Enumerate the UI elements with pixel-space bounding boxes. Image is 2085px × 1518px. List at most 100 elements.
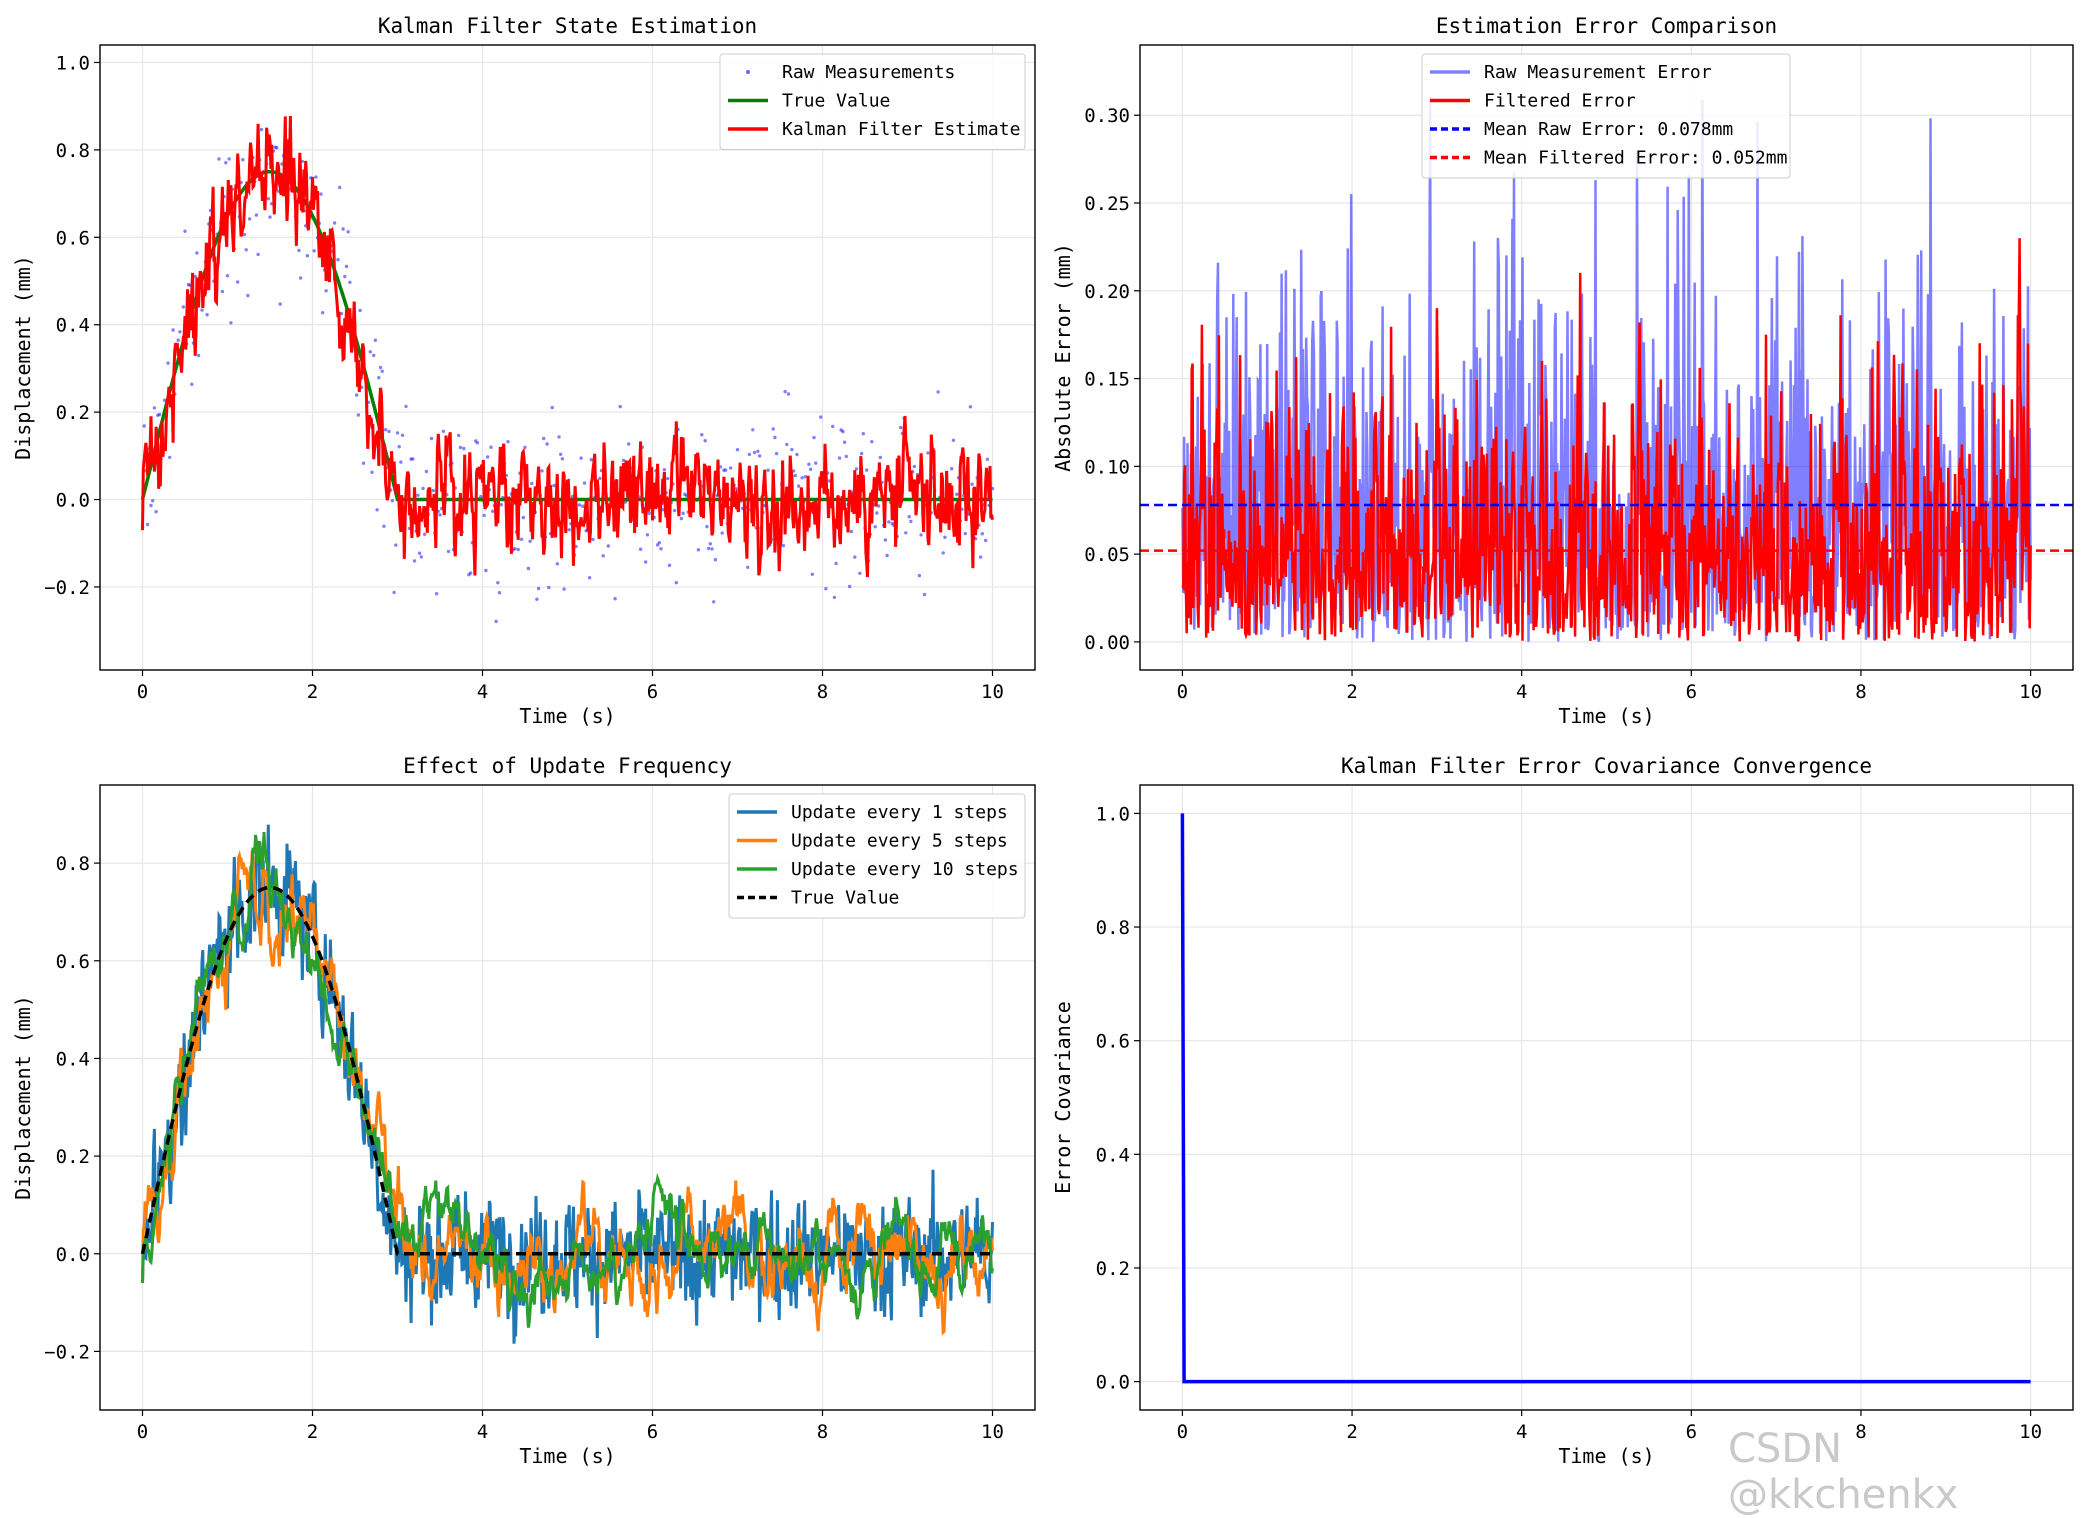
y-tick-label: 0.6 — [56, 951, 90, 973]
legend-label: Raw Measurements — [782, 62, 955, 83]
raw-measurement-point — [195, 251, 199, 255]
axes-frame — [1139, 44, 2074, 671]
raw-measurement-point — [462, 446, 466, 451]
x-tick-label: 2 — [307, 681, 318, 703]
raw-measurement-point — [400, 433, 405, 437]
raw-measurement-point — [368, 350, 372, 354]
raw-measurement-point — [853, 555, 857, 559]
raw-measurement-point — [176, 338, 180, 342]
raw-measurement-point — [746, 565, 750, 569]
raw-measurement-point — [411, 457, 415, 461]
raw-measurement-point — [361, 461, 366, 465]
raw-measurement-point — [458, 445, 463, 450]
raw-measurement-point — [424, 469, 429, 474]
raw-measurement-point — [375, 508, 379, 512]
y-tick-label: 0.6 — [56, 227, 90, 249]
raw-measurement-point — [562, 587, 566, 591]
raw-measurement-point — [499, 503, 503, 507]
x-tick-label: 4 — [1516, 681, 1527, 703]
raw-measurement-point — [419, 555, 423, 559]
raw-measurement-point — [790, 447, 794, 452]
x-tick-label: 10 — [981, 1421, 1004, 1443]
plot-area — [140, 115, 995, 624]
x-axis-label: Time (s) — [1558, 704, 1654, 728]
y-tick-label: 0.8 — [56, 853, 90, 875]
raw-measurement-point — [657, 541, 661, 545]
raw-measurement-point — [224, 161, 228, 165]
raw-measurement-point — [421, 486, 425, 491]
y-axis-label: Error Covariance — [1051, 1001, 1075, 1194]
raw-measurement-point — [392, 590, 396, 595]
raw-measurement-point — [431, 488, 435, 493]
raw-measurement-point — [706, 546, 711, 551]
raw-measurement-point — [468, 571, 473, 575]
raw-measurement-point — [521, 515, 525, 520]
raw-measurement-point — [530, 481, 534, 486]
x-tick-label: 0 — [1177, 1421, 1188, 1443]
raw-measurement-point — [372, 353, 376, 358]
raw-measurement-point — [168, 455, 172, 460]
x-tick-label: 6 — [647, 1421, 658, 1443]
raw-measurement-point — [819, 415, 823, 419]
raw-measurement-point — [875, 511, 879, 515]
raw-measurement-point — [679, 516, 684, 521]
y-axis-label: Displacement (mm) — [11, 255, 35, 460]
raw-measurement-point — [842, 440, 847, 444]
raw-measurement-point — [968, 405, 973, 409]
chart-panel-0: 0 2 4 6 8 10 −0.2 0.0 0.2 0.4 0.6 0.8 1.0 Kalman Filt… — [11, 14, 1036, 728]
legend-label: True Value — [782, 91, 890, 112]
raw-measurement-point — [781, 543, 786, 548]
raw-measurement-point — [720, 531, 724, 535]
raw-measurement-point — [907, 515, 911, 519]
raw-measurement-point — [268, 215, 272, 219]
raw-measurement-point — [380, 369, 384, 373]
raw-measurement-point — [491, 509, 495, 513]
raw-measurement-point — [484, 568, 488, 573]
raw-measurement-point — [438, 513, 442, 517]
raw-measurement-point — [598, 476, 602, 481]
raw-measurement-point — [145, 522, 150, 527]
raw-measurement-point — [713, 558, 718, 562]
raw-measurement-point — [878, 455, 882, 460]
raw-measurement-point — [154, 510, 158, 514]
raw-measurement-point — [254, 213, 259, 217]
y-tick-label: 0.2 — [56, 402, 90, 424]
axes-frame — [99, 784, 1036, 1411]
figure: 0 2 4 6 8 10 −0.2 0.0 0.2 0.4 0.6 0.8 1.0 Kalman Filt… — [11, 14, 2074, 1468]
y-tick-label: −0.2 — [44, 1341, 90, 1363]
plot-area — [1140, 96, 2073, 643]
raw-measurement-point — [552, 483, 556, 488]
raw-measurement-point — [205, 313, 209, 317]
raw-measurement-point — [545, 442, 549, 446]
raw-measurement-point — [844, 454, 848, 459]
raw-measurement-point — [771, 427, 775, 431]
y-tick-label: 0.0 — [56, 490, 90, 512]
raw-measurement-point — [244, 248, 248, 252]
raw-measurement-point — [873, 525, 877, 529]
raw-measurement-point — [338, 185, 342, 190]
x-tick-label: 6 — [1686, 681, 1697, 703]
raw-measurement-point — [832, 595, 837, 600]
raw-measurement-point — [395, 431, 400, 435]
raw-measurement-point — [542, 436, 546, 441]
raw-measurement-point — [681, 511, 685, 515]
x-tick-label: 2 — [1346, 681, 1357, 703]
legend-label: Mean Raw Error: 0.078mm — [1484, 119, 1733, 140]
plot-area — [140, 824, 994, 1344]
raw-measurement-point — [305, 254, 310, 258]
raw-measurement-point — [582, 481, 587, 485]
raw-measurement-point — [831, 424, 835, 429]
raw-measurement-point — [644, 560, 648, 564]
raw-measurement-point — [266, 197, 270, 201]
watermark: CSDN @kkchenkx — [1728, 1426, 1959, 1518]
raw-measurement-point — [970, 482, 974, 486]
raw-measurement-point — [786, 392, 791, 396]
raw-measurement-point — [193, 274, 197, 279]
raw-measurement-point — [506, 440, 510, 444]
raw-measurement-point — [181, 305, 185, 309]
y-tick-label: 0.2 — [56, 1146, 90, 1168]
x-tick-label: 4 — [477, 1421, 488, 1443]
raw-measurement-point — [926, 451, 930, 455]
raw-measurement-point — [341, 227, 345, 231]
raw-measurement-point — [475, 441, 480, 445]
